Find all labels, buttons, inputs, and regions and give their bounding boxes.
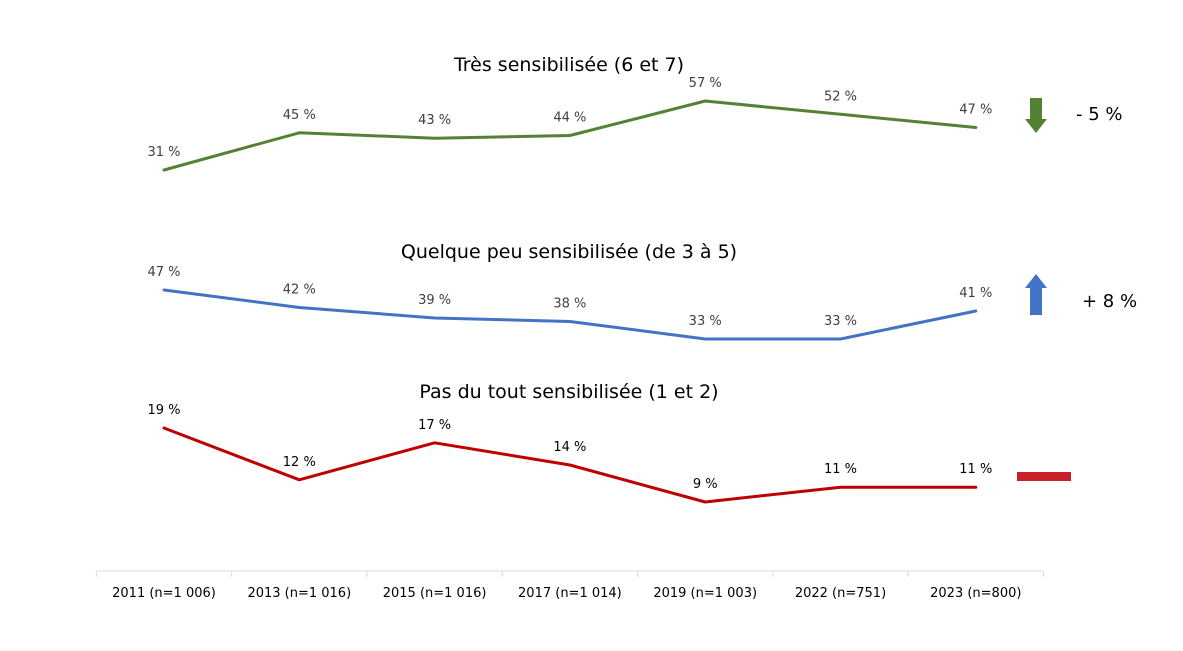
data-label: 39 % [418, 293, 451, 308]
x-tick-label: 2022 (n=751) [795, 586, 886, 601]
series-2: 47 % 42 % 39 % 38 % 33 % 33 % 41 % [147, 265, 992, 341]
chart-marks: 31 % 45 % 43 % 44 % 57 % 52 % 47 % 47 % 42 % 39 %… [147, 76, 992, 504]
trend-indicators: - 5 % + 8 % [1017, 98, 1137, 481]
x-tick-label: 2019 (n=1 003) [653, 586, 757, 601]
series-title-quelque-peu: Quelque peu sensibilisée (de 3 à 5) [401, 241, 737, 263]
x-axis: 2011 (n=1 006) 2013 (n=1 016) 2015 (n=1 01… [95, 570, 1044, 601]
data-label: 45 % [283, 108, 316, 123]
dash-flat-icon [1017, 472, 1071, 481]
arrow-down-icon [1025, 98, 1047, 133]
panel-tres-sensibilisee: Très sensibilisée (6 et 7) [453, 54, 684, 76]
data-label: 11 % [959, 462, 992, 477]
data-label: 57 % [689, 76, 722, 91]
series-3: 19 % 12 % 17 % 14 % 9 % 11 % 11 % [147, 403, 992, 504]
data-label: 17 % [418, 418, 451, 433]
panel-pas-du-tout-sensibilisee: Pas du tout sensibilisée (1 et 2) [419, 381, 718, 403]
data-label: 47 % [147, 265, 180, 280]
data-label: 11 % [824, 462, 857, 477]
panel-quelque-peu-sensibilisee: Quelque peu sensibilisée (de 3 à 5) [401, 241, 737, 263]
data-label: 33 % [689, 314, 722, 329]
arrow-up-icon [1025, 274, 1047, 315]
data-label: 44 % [553, 111, 586, 126]
change-label: + 8 % [1082, 291, 1137, 312]
data-label: 41 % [959, 286, 992, 301]
x-tick-label: 2023 (n=800) [930, 586, 1021, 601]
data-label: 19 % [147, 403, 180, 418]
data-label: 38 % [553, 297, 586, 312]
x-tick-label: 2017 (n=1 014) [518, 586, 622, 601]
series-1: 31 % 45 % 43 % 44 % 57 % 52 % 47 % [147, 76, 992, 172]
data-label: 14 % [553, 440, 586, 455]
data-label: 52 % [824, 89, 857, 104]
data-label: 42 % [283, 283, 316, 298]
data-label: 31 % [147, 145, 180, 160]
series-title-pas-du-tout: Pas du tout sensibilisée (1 et 2) [419, 381, 718, 403]
data-label: 47 % [959, 103, 992, 118]
data-label: 33 % [824, 314, 857, 329]
data-label: 12 % [283, 455, 316, 470]
data-label: 9 % [693, 477, 718, 492]
x-tick-label: 2015 (n=1 016) [383, 586, 487, 601]
data-label: 43 % [418, 113, 451, 128]
series-title-tres: Très sensibilisée (6 et 7) [453, 54, 684, 76]
change-label: - 5 % [1076, 104, 1123, 125]
x-tick-label: 2011 (n=1 006) [112, 586, 216, 601]
x-tick-label: 2013 (n=1 016) [247, 586, 351, 601]
